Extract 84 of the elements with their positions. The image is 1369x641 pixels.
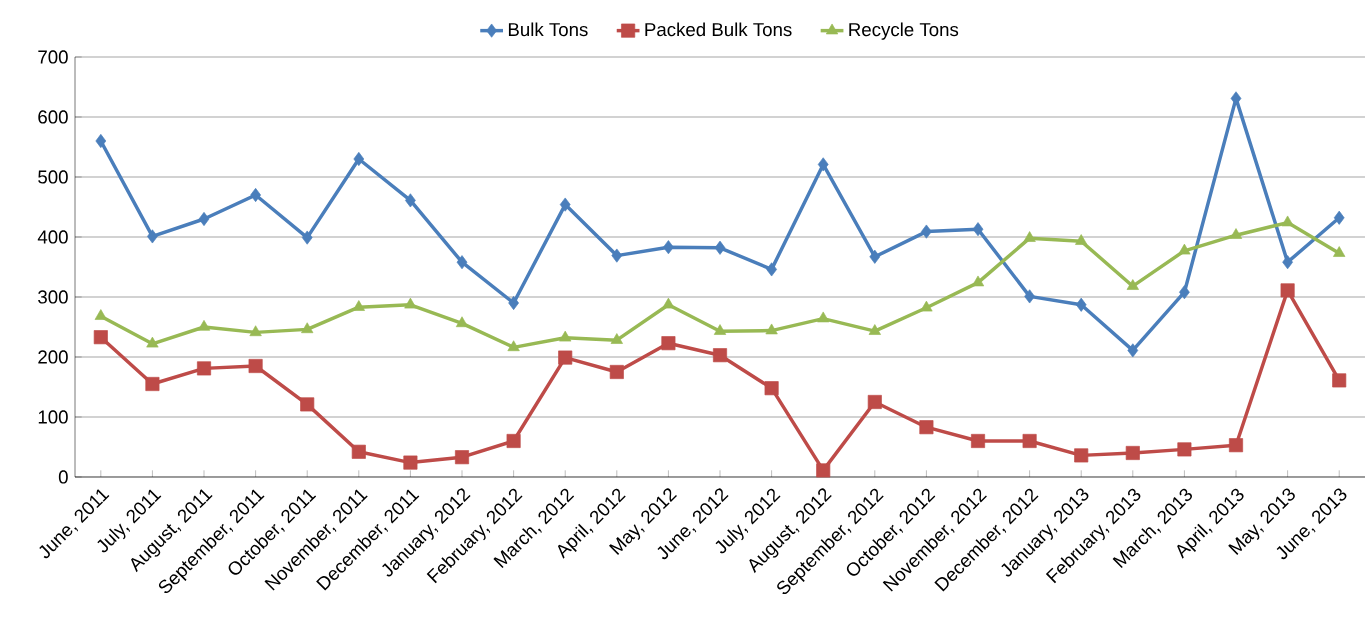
point: [1178, 243, 1191, 255]
point: [867, 394, 882, 409]
point: [1075, 234, 1088, 245]
y-tick-label: 400: [37, 230, 68, 244]
point: [1074, 448, 1089, 463]
point: [559, 197, 571, 212]
point: [301, 322, 314, 334]
point: [919, 420, 934, 435]
y-tick-label: 700: [38, 50, 68, 64]
point: [661, 336, 676, 351]
point: [972, 222, 984, 237]
y-tick-label: 500: [38, 170, 68, 184]
point: [559, 330, 572, 342]
y-tick-label: 100: [38, 410, 68, 424]
y-tick-label: 600: [38, 110, 68, 124]
point: [611, 248, 623, 263]
point: [1229, 228, 1243, 239]
point: [663, 240, 674, 255]
legend-label: Packed Bulk Tons: [645, 22, 792, 37]
point: [610, 333, 623, 344]
point: [94, 309, 107, 320]
point: [456, 255, 468, 270]
point: [250, 187, 261, 202]
point: [146, 336, 159, 348]
point: [1281, 215, 1294, 227]
point: [506, 433, 521, 448]
point: [1024, 289, 1035, 304]
point: [147, 229, 158, 244]
point: [197, 361, 212, 376]
legend-label: Bulk Tons: [508, 22, 588, 37]
point: [455, 316, 469, 328]
point: [93, 330, 108, 345]
point: [1229, 438, 1244, 453]
y-tick-label: 300: [38, 290, 68, 304]
point: [714, 240, 726, 255]
point: [1126, 279, 1139, 290]
point: [145, 376, 160, 391]
point: [403, 455, 418, 470]
point: [455, 450, 470, 465]
point: [558, 350, 573, 365]
point: [713, 348, 728, 363]
y-tick-label: 0: [58, 470, 68, 484]
point: [766, 262, 777, 277]
point: [1075, 297, 1087, 312]
point: [1125, 445, 1140, 460]
point: [198, 211, 210, 226]
point: [1022, 433, 1037, 448]
point: [1023, 231, 1036, 242]
point: [817, 311, 830, 323]
point: [1177, 442, 1192, 457]
y-tick-label: 200: [38, 350, 68, 364]
point: [353, 151, 365, 166]
point: [404, 297, 417, 309]
point: [249, 325, 262, 337]
point: [817, 157, 829, 172]
point: [868, 324, 881, 335]
point: [1280, 283, 1295, 298]
point: [351, 444, 366, 459]
point: [921, 224, 932, 239]
point: [1179, 285, 1190, 300]
point: [197, 319, 211, 331]
point: [300, 397, 315, 412]
point: [1127, 343, 1139, 358]
point: [713, 324, 727, 335]
point: [971, 275, 985, 287]
point: [816, 463, 831, 478]
point: [1333, 210, 1345, 225]
point: [920, 300, 933, 312]
point: [609, 364, 624, 379]
point: [662, 297, 675, 309]
point: [405, 193, 416, 208]
point: [1333, 246, 1346, 257]
point: [301, 230, 313, 245]
point: [507, 340, 520, 352]
point: [1282, 255, 1293, 270]
point: [508, 295, 519, 310]
point: [95, 133, 107, 148]
point: [869, 249, 881, 264]
point: [764, 381, 779, 396]
point: [248, 358, 263, 373]
point: [1332, 373, 1347, 388]
point: [971, 433, 986, 448]
legend-label: Recycle Tons: [849, 22, 959, 40]
point: [765, 323, 778, 335]
